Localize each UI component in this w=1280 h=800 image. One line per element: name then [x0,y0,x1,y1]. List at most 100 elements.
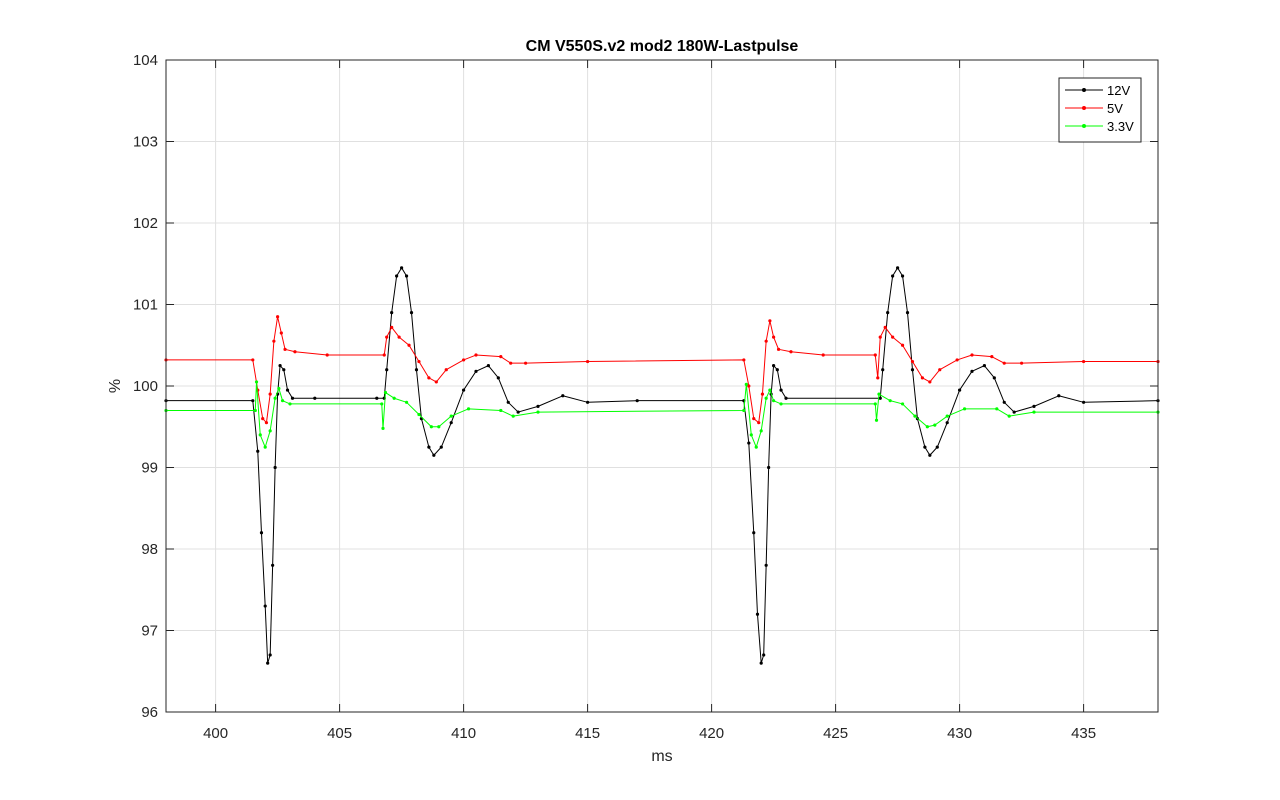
data-point [742,358,746,362]
data-point [873,402,877,406]
series-3_3V [164,380,1160,449]
data-point [1082,400,1086,404]
data-point [382,353,386,357]
data-point [992,376,996,380]
data-point [392,396,396,400]
data-point [910,368,915,372]
data-point [397,335,401,339]
data-point [253,408,257,413]
data-point [283,347,287,351]
data-point [757,421,761,425]
y-tick-label: 98 [141,541,158,558]
data-point [970,353,974,357]
data-point [474,353,478,357]
data-point [506,400,510,404]
data-point [877,392,881,396]
data-point [409,311,414,315]
data-point [432,453,436,457]
y-tick-label: 96 [141,704,158,721]
x-tick-label: 435 [1071,725,1096,742]
data-point [900,343,905,347]
data-point [878,335,882,339]
data-point [509,361,513,365]
data-point [414,368,419,372]
data-point [900,274,905,278]
data-point [958,388,962,392]
data-point [251,399,255,403]
data-point [263,445,267,449]
data-point [768,319,772,323]
data-point [268,429,272,433]
data-point [282,368,286,372]
data-point [891,274,895,278]
data-point [747,441,751,445]
data-point [417,359,421,364]
data-point [970,369,974,373]
y-tick-label: 99 [141,460,158,477]
data-point [449,414,453,418]
data-point [380,402,384,406]
data-point [772,364,776,368]
y-tick-label: 100 [133,378,158,395]
data-point [1007,414,1011,418]
data-point [779,388,783,392]
data-point [873,353,877,357]
data-point [759,661,763,665]
data-point [496,376,500,380]
data-point [449,421,453,425]
data-point [285,388,290,392]
x-tick-label: 425 [823,725,848,742]
data-point [749,433,753,437]
data-point [888,399,892,403]
data-point [586,359,590,364]
legend-label: 12V [1107,83,1130,98]
data-point [444,368,448,372]
data-point [1002,400,1006,404]
data-point [536,410,540,414]
x-tick-label: 400 [203,725,228,742]
data-point [293,350,297,354]
data-point [775,368,779,372]
data-point [261,417,265,421]
data-point [784,396,788,400]
data-point [752,531,756,535]
data-point [905,311,910,315]
data-point [390,325,394,329]
data-point [990,355,994,359]
legend-box [1058,77,1142,143]
data-point [1032,404,1036,408]
data-point [883,325,887,329]
data-point [381,426,385,430]
data-point [744,382,748,386]
data-point [499,408,503,413]
data-point [254,380,259,384]
data-point [923,445,927,449]
data-point [279,331,283,335]
data-point [404,400,409,404]
data-point [268,653,272,657]
data-point [288,402,292,406]
data-point [313,396,317,400]
data-point [258,433,262,437]
data-point [925,425,929,429]
data-point [268,392,272,396]
data-point [561,394,565,398]
data-point [278,364,282,368]
data-point [955,358,959,362]
data-point [1032,410,1036,414]
x-tick-label: 415 [575,725,600,742]
data-point [772,335,776,339]
data-point [945,421,949,425]
data-point [945,414,949,418]
data-point [886,311,890,315]
data-point [407,343,411,347]
data-point [429,425,433,429]
data-point [404,274,409,278]
data-point [524,361,528,365]
data-point [1082,359,1086,364]
legend-label: 3.3V [1107,119,1134,134]
data-point [264,421,269,425]
data-point [755,612,760,616]
data-point [427,445,431,449]
